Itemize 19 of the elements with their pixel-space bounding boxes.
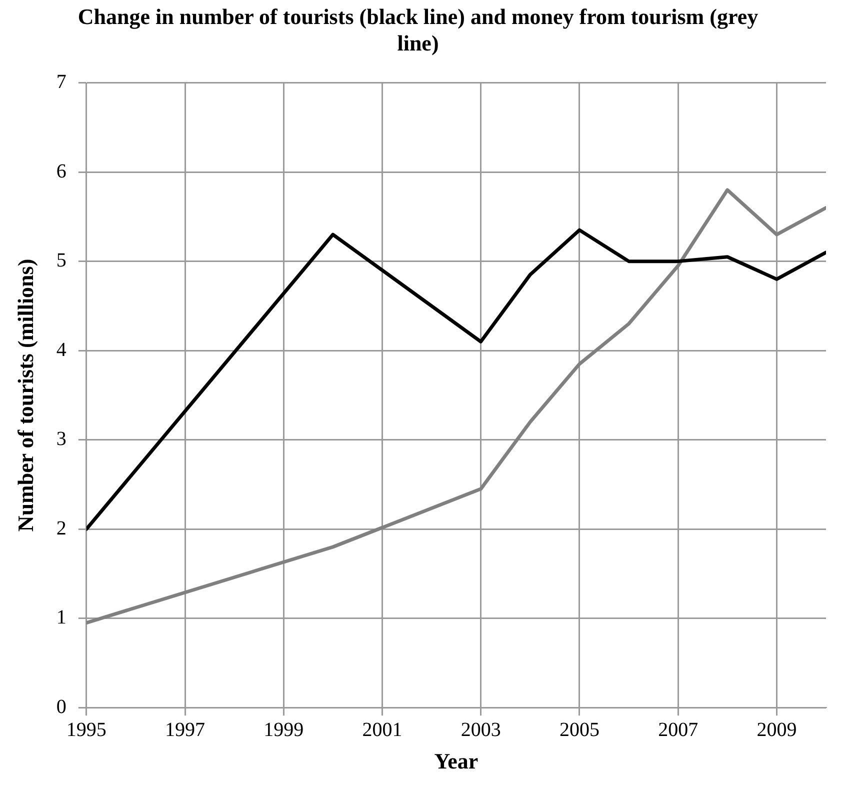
x-tick-label: 1995 (66, 718, 106, 741)
y-axis-title: Number of tourists (millions) (12, 258, 38, 532)
x-axis-title: Year (434, 748, 478, 774)
y-tick-label: 0 (56, 696, 66, 718)
x-tick-label: 2009 (756, 718, 797, 741)
x-tick-label: 2001 (362, 718, 402, 741)
y-tick-label: 7 (56, 71, 66, 94)
y-tick-label: 2 (56, 517, 66, 540)
y-tick-label: 5 (56, 250, 66, 272)
y-tick-label: 1 (56, 606, 66, 629)
x-tick-label: 1999 (264, 718, 304, 741)
x-tick-label: 2003 (460, 718, 501, 741)
x-tick-label: 2005 (559, 718, 600, 741)
x-tick-label: 1997 (165, 718, 206, 741)
x-tick-label: 2007 (658, 718, 698, 741)
y-tick-label: 4 (56, 338, 66, 361)
chart-title: Change in number of tourists (black line) and money from tourism (grey line) (78, 4, 758, 56)
y-tick-label: 3 (56, 428, 66, 450)
y-tick-label: 6 (56, 160, 66, 182)
